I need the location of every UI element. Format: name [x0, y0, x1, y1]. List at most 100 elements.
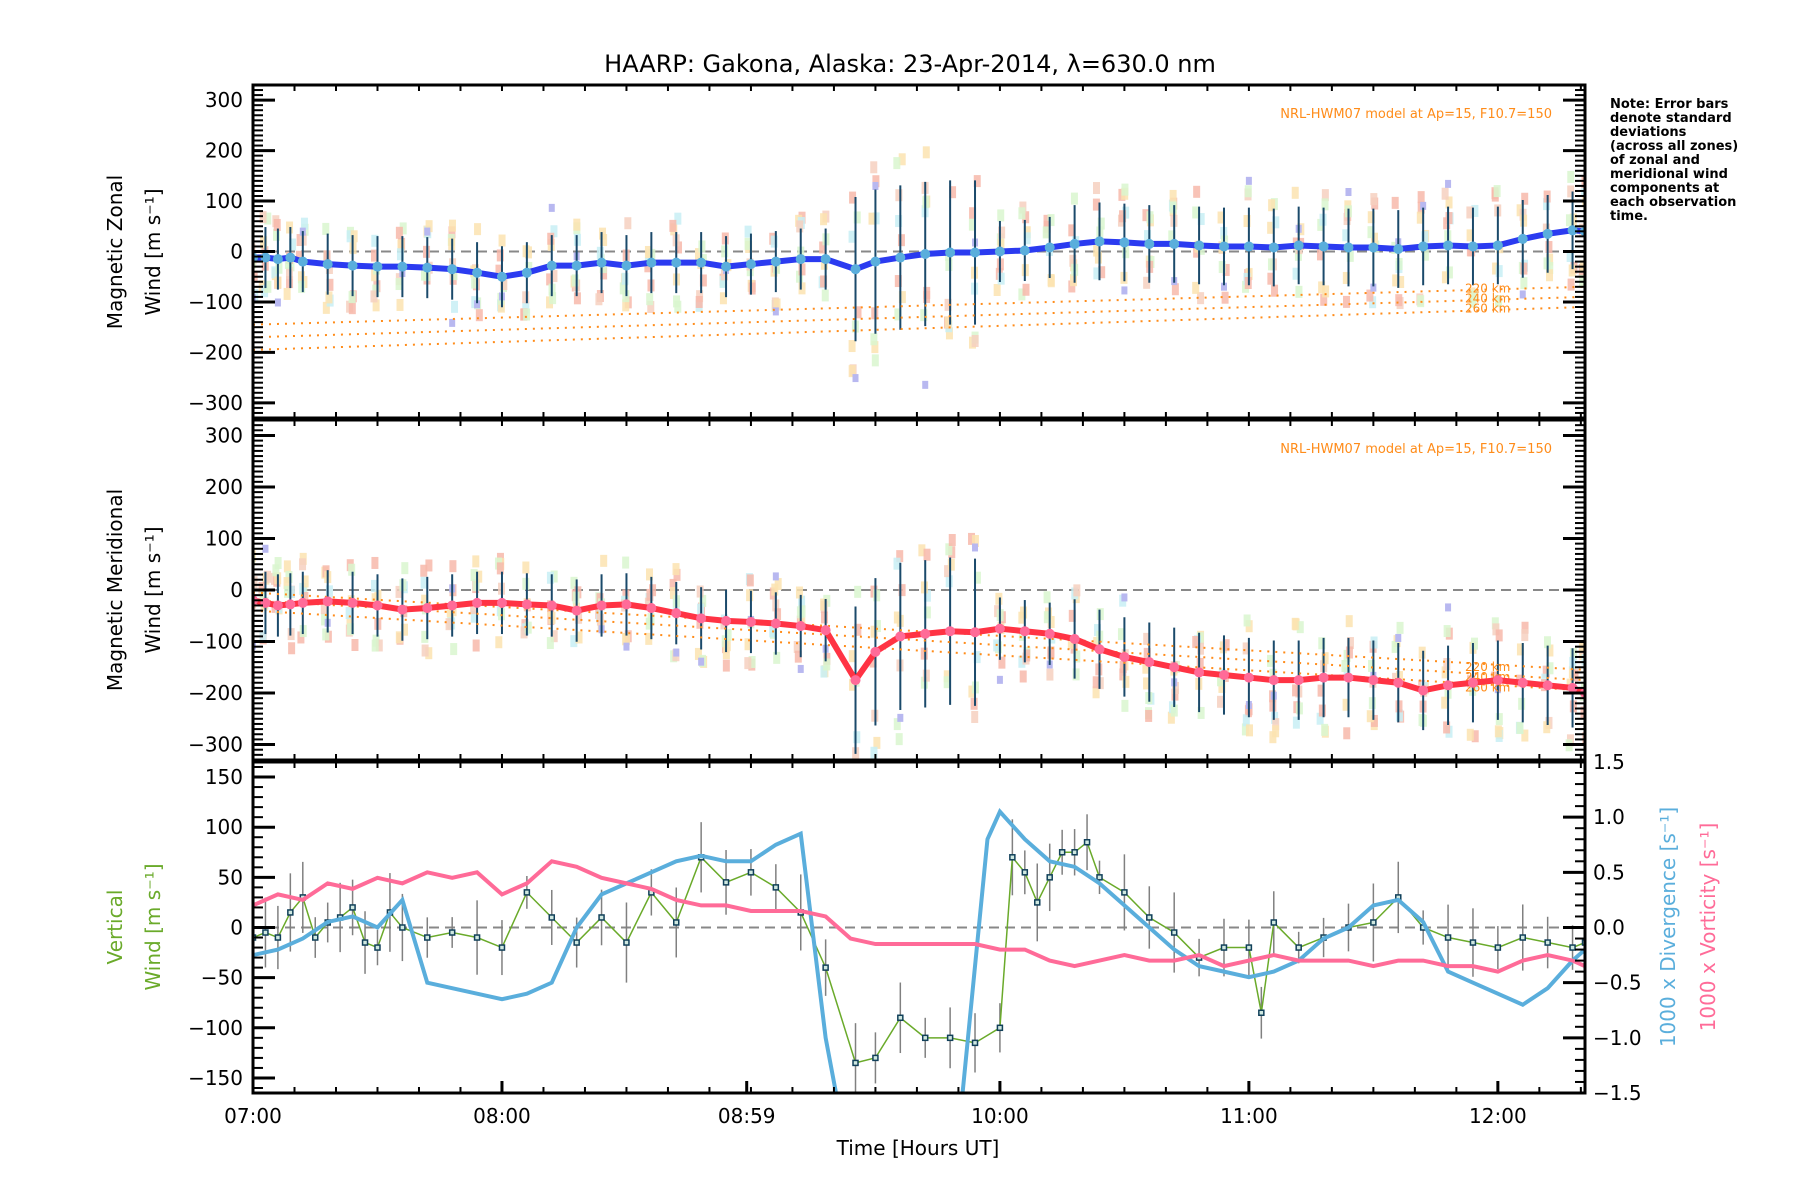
vertical-wind-point [274, 934, 282, 941]
zone-sample-point [1366, 289, 1374, 302]
meridional-ylabel: Magnetic Meridional Wind [m s⁻¹] [103, 489, 165, 691]
zone-sample-point [371, 556, 379, 569]
zone-sample-point [820, 213, 828, 226]
zone-sample-point [1316, 712, 1324, 725]
zone-sample-point [720, 268, 728, 281]
vertical-wind-point [374, 944, 381, 951]
zone-sample-point [1196, 657, 1204, 670]
mean-wind-point [795, 621, 806, 632]
zone-sample-point [351, 638, 359, 651]
mean-wind-point [1069, 238, 1080, 249]
outlier-point [274, 298, 281, 307]
mean-wind-point [422, 603, 433, 614]
zone-sample-point [571, 274, 579, 287]
mean-wind-point [920, 628, 931, 639]
zone-sample-point [371, 269, 379, 282]
zone-sample-point [1192, 206, 1200, 219]
zone-sample-point [1567, 170, 1575, 183]
y-tick-label: −200 [188, 681, 243, 705]
vertical-wind-point [921, 1034, 929, 1042]
zone-sample-point [370, 579, 378, 592]
zone-sample-point [372, 299, 380, 312]
zonal-ylabel: Magnetic Zonal Wind [m s⁻¹] [103, 175, 165, 329]
zone-sample-point [1292, 716, 1300, 729]
zone-sample-point [498, 234, 506, 247]
zone-sample-point [1391, 196, 1399, 209]
vertical-wind-point [852, 1059, 859, 1067]
zone-sample-point [326, 278, 334, 291]
vertical-wind-point [946, 1034, 954, 1042]
mean-wind-point [571, 260, 582, 271]
vertical-wind-point [523, 889, 531, 896]
zone-sample-point [922, 146, 930, 159]
outlier-point [897, 713, 904, 722]
zone-sample-point [895, 215, 903, 228]
zone-sample-point [371, 249, 379, 262]
mean-wind-point [1318, 241, 1329, 252]
outlier-point [548, 203, 555, 212]
vertical-wind-point [722, 879, 730, 886]
mean-wind-point [1119, 237, 1130, 248]
zone-sample-point [848, 340, 856, 353]
zone-sample-point [1292, 267, 1300, 280]
zone-sample-point [1068, 224, 1076, 237]
zone-sample-point [1545, 241, 1553, 254]
mean-wind-point [1542, 680, 1553, 691]
mean-wind-point [1393, 243, 1404, 254]
zone-sample-point [1320, 293, 1328, 306]
zone-sample-point [1046, 668, 1054, 681]
zone-sample-point [699, 274, 707, 287]
zone-sample-point [259, 630, 267, 643]
zone-sample-point [897, 234, 905, 247]
mean-wind-point [1443, 680, 1454, 691]
mean-wind-point [372, 261, 383, 272]
zone-sample-point [1291, 617, 1299, 630]
x-axis-label: Time [Hours UT] [836, 1136, 1000, 1160]
zone-sample-point [820, 598, 828, 611]
zone-sample-point [471, 276, 479, 289]
zone-sample-point [1019, 670, 1027, 683]
zone-sample-point [719, 275, 727, 288]
zone-sample-point [848, 650, 856, 663]
mean-wind-point [1517, 233, 1528, 244]
zone-sample-point [273, 228, 281, 241]
zone-sample-point [1568, 264, 1576, 277]
zone-sample-point [798, 282, 806, 295]
zone-sample-point [923, 589, 931, 602]
zone-sample-point [1197, 642, 1205, 655]
zone-sample-point [1492, 262, 1500, 275]
zone-sample-point [995, 592, 1003, 605]
mean-wind-point [472, 597, 483, 608]
note-line: (across all zones) [1610, 139, 1738, 154]
zone-sample-point [1069, 274, 1077, 287]
y-tick-label: 50 [218, 865, 243, 889]
zone-sample-point [1092, 198, 1100, 211]
zone-sample-point [1292, 684, 1300, 697]
y-tick-label: 200 [205, 139, 243, 163]
zone-sample-point [1543, 721, 1551, 734]
zone-sample-point [675, 241, 683, 254]
mean-wind-point [397, 261, 408, 272]
zone-sample-point [997, 209, 1005, 222]
zone-sample-point [524, 621, 532, 634]
zone-sample-point [645, 617, 653, 630]
vertical-wind-point [548, 914, 556, 921]
vertical-wind-point [1494, 944, 1502, 951]
zone-sample-point [695, 248, 703, 261]
zone-sample-point [923, 606, 931, 619]
zone-sample-point [299, 558, 307, 571]
zone-sample-point [1441, 696, 1449, 709]
vertical-wind-point [1370, 919, 1377, 926]
zone-sample-point [997, 238, 1005, 251]
model-altitude-label: 220 km [1465, 660, 1510, 674]
zone-sample-point [998, 656, 1006, 669]
mean-wind-point [994, 623, 1005, 634]
vertical-wind-point [262, 929, 269, 936]
zone-sample-point [823, 658, 831, 671]
zone-sample-point [1192, 635, 1200, 648]
mean-wind-point [696, 257, 707, 268]
zone-sample-point [1143, 632, 1151, 645]
zone-sample-point [550, 225, 558, 238]
mean-wind-point [1243, 241, 1254, 252]
